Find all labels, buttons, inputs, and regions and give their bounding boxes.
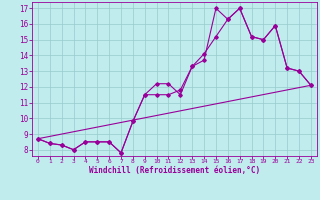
X-axis label: Windchill (Refroidissement éolien,°C): Windchill (Refroidissement éolien,°C) (89, 166, 260, 175)
